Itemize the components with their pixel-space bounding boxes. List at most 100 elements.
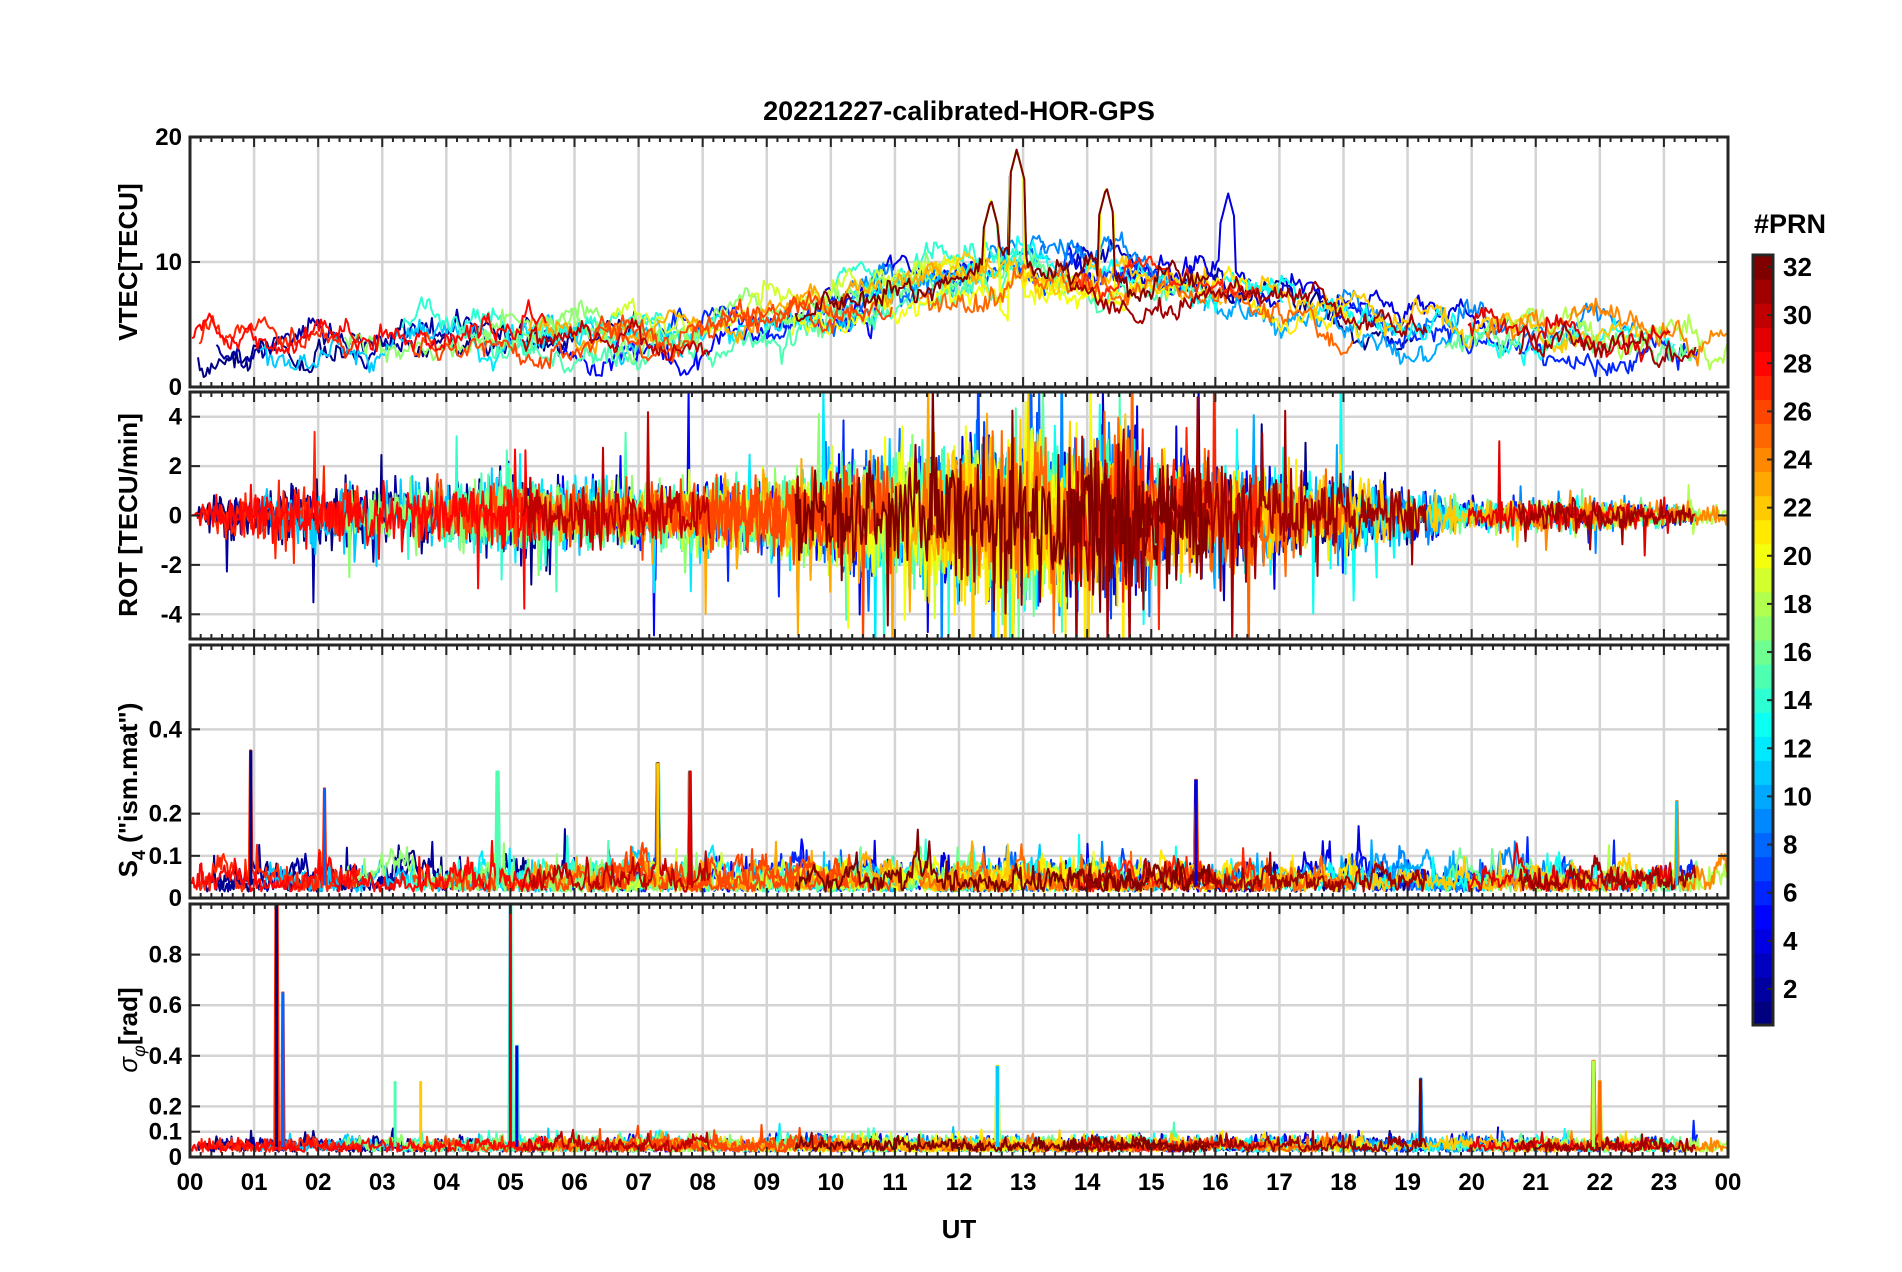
y-tick-label: 0.4 (149, 1043, 183, 1070)
series-line-prn-31 (1517, 496, 1696, 551)
x-tick-label: 19 (1394, 1169, 1421, 1196)
colorbar-tick-label: 30 (1783, 300, 1812, 330)
colorbar-swatch (1753, 760, 1773, 785)
series-line-prn-31 (1066, 1130, 1427, 1153)
x-tick-label: 12 (946, 1169, 973, 1196)
series-group-s4 (191, 749, 1728, 893)
colorbar-swatch (1753, 664, 1773, 689)
colorbar-swatch (1753, 519, 1773, 545)
series-line-prn-12 (472, 904, 904, 1153)
series-line-prn-26 (593, 290, 849, 362)
x-tick-label: 09 (753, 1169, 780, 1196)
colorbar-swatch (1753, 615, 1773, 641)
colorbar-swatch (1753, 543, 1773, 569)
series-line-prn-26 (412, 296, 893, 370)
colorbar-tick-label: 16 (1783, 637, 1812, 667)
x-tick-label: 07 (625, 1169, 652, 1196)
x-tick-label: 06 (561, 1169, 588, 1196)
colorbar-tick-label: 18 (1783, 589, 1812, 619)
series-line-prn-29 (1467, 440, 1673, 557)
figure-title: 20221227-calibrated-HOR-GPS (763, 96, 1155, 126)
series-line-prn-20 (791, 151, 1106, 336)
colorbar-swatch (1753, 880, 1773, 906)
y-tick-label: 0 (169, 374, 182, 401)
colorbar-tick-label: 28 (1783, 348, 1812, 378)
series-line-prn-32 (794, 1131, 1211, 1153)
colorbar-tick-label: 8 (1783, 830, 1797, 860)
y-tick-label: 0.1 (149, 843, 182, 870)
colorbar-swatch (1753, 399, 1773, 425)
series-line-prn-14 (401, 296, 663, 356)
x-tick-label: 23 (1651, 1169, 1678, 1196)
series-line-prn-30 (521, 762, 712, 893)
series-line-prn-30 (521, 317, 710, 362)
y-tick-label: 0 (169, 503, 182, 530)
x-tick-label: 05 (497, 1169, 524, 1196)
y-tick-label: -4 (161, 601, 183, 628)
y-tick-label: 0 (169, 885, 182, 912)
colorbar-swatch (1753, 952, 1773, 978)
y-axis-label-sigma_phi: σφ[rad] (113, 987, 149, 1072)
series-line-prn-32 (794, 828, 1211, 893)
series-line-prn-22 (921, 392, 1225, 639)
x-tick-label: 03 (369, 1169, 396, 1196)
colorbar-swatch (1753, 255, 1773, 280)
y-axis-label-vtec: VTEC[TECU] (113, 183, 143, 340)
series-line-prn-15 (448, 904, 818, 1153)
series-line-prn-27 (198, 749, 361, 893)
series-line-prn-14 (831, 241, 1032, 298)
x-tick-label: 13 (1010, 1169, 1037, 1196)
panel-rot: -4 -2 0 2 4 ROT [TECU/min] (113, 390, 1730, 641)
colorbar-swatch (1753, 736, 1773, 761)
colorbar-swatch (1753, 808, 1773, 834)
series-line-prn-29 (1467, 306, 1671, 363)
colorbar-swatch (1753, 591, 1773, 617)
x-tick-label: 04 (433, 1169, 460, 1196)
series-group-vtec (191, 148, 1728, 378)
series-line-prn-7 (955, 242, 1183, 297)
series-line-prn-28 (191, 1135, 548, 1153)
colorbar-tick-label: 22 (1783, 493, 1812, 523)
series-line-prn-31 (1517, 854, 1697, 892)
x-axis-label: UT (942, 1214, 977, 1244)
series-group-rot (192, 392, 1728, 639)
series-line-prn-31 (1518, 321, 1697, 369)
series-line-prn-31 (1066, 396, 1427, 639)
x-tick-label: 01 (241, 1169, 268, 1196)
colorbar-label: #PRN (1754, 209, 1826, 239)
series-line-prn-20 (981, 151, 1144, 322)
colorbar-swatch (1753, 351, 1773, 376)
y-tick-label: 0.2 (149, 801, 182, 828)
colorbar-swatch (1753, 423, 1773, 449)
colorbar-swatch (1753, 832, 1773, 858)
series-line-prn-10 (1203, 293, 1459, 365)
series-line-prn-31 (1066, 274, 1428, 338)
colorbar-swatch (1753, 327, 1773, 352)
colorbar-swatch (1753, 279, 1773, 304)
series-line-prn-13 (956, 235, 1284, 313)
x-tick-label: 22 (1586, 1169, 1613, 1196)
colorbar-swatch (1753, 904, 1773, 930)
colorbar-swatch (1753, 447, 1773, 473)
colorbar-swatch (1753, 495, 1773, 521)
x-tick-label: 08 (689, 1169, 716, 1196)
x-tick-label: 21 (1522, 1169, 1549, 1196)
colorbar-swatch (1753, 856, 1773, 882)
x-tick-label: 00 (177, 1169, 204, 1196)
series-line-prn-25 (919, 263, 1354, 356)
colorbar-tick-label: 14 (1783, 685, 1812, 715)
colorbar-tick-label: 2 (1783, 974, 1797, 1004)
x-axis-tick-labels: 00 01 02 03 04 05 06 07 08 09 10 11 12 13 14 15 16 17 18 19… (177, 1169, 1742, 1196)
colorbar-swatch (1753, 303, 1773, 328)
series-group-sigma_phi (191, 904, 1728, 1153)
colorbar-tick-label: 10 (1783, 781, 1812, 811)
y-tick-label: 0.1 (149, 1119, 182, 1146)
colorbar-tick-label: 12 (1783, 733, 1812, 763)
colorbar-swatch (1753, 976, 1773, 1002)
y-tick-label: 0.2 (149, 1093, 182, 1120)
series-line-prn-30 (521, 1128, 711, 1153)
colorbar-tick-label: 26 (1783, 396, 1812, 426)
x-tick-label: 18 (1330, 1169, 1357, 1196)
